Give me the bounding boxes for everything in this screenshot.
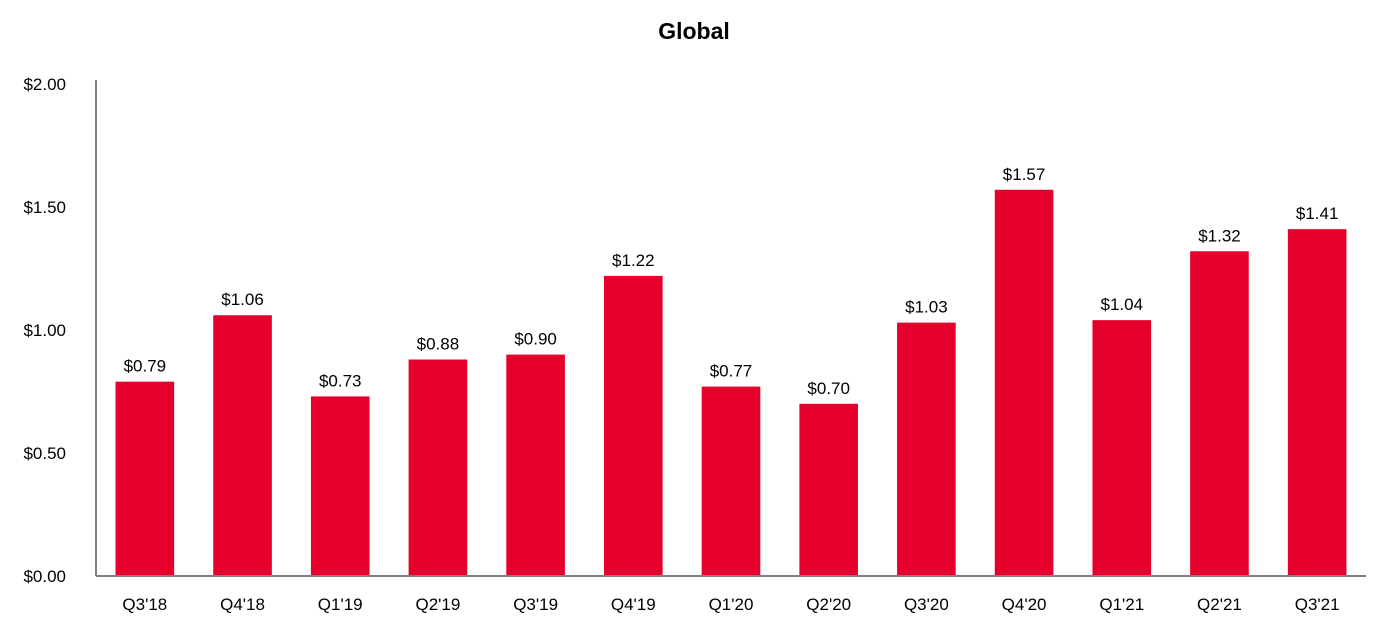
data-label: $1.04 xyxy=(1100,295,1143,314)
y-tick-label: $2.00 xyxy=(23,75,66,94)
chart-title: Global xyxy=(658,18,730,44)
data-label: $0.79 xyxy=(124,357,167,376)
bar xyxy=(994,189,1054,576)
data-label: $1.41 xyxy=(1296,204,1339,223)
data-label: $1.03 xyxy=(905,298,948,317)
bar xyxy=(408,359,468,576)
x-tick-label: Q2'21 xyxy=(1197,595,1242,614)
bar xyxy=(115,381,175,576)
bar xyxy=(1092,320,1152,576)
y-tick-label: $1.00 xyxy=(23,321,66,340)
x-tick-label: Q1'20 xyxy=(709,595,754,614)
data-label: $0.70 xyxy=(807,379,850,398)
y-tick-label: $0.00 xyxy=(23,567,66,586)
bar xyxy=(604,275,663,576)
x-tick-label: Q4'19 xyxy=(611,595,656,614)
data-label: $0.88 xyxy=(417,335,460,354)
data-label: $1.06 xyxy=(221,290,264,309)
x-tick-label: Q2'20 xyxy=(806,595,851,614)
x-tick-label: Q1'19 xyxy=(318,595,363,614)
bar xyxy=(799,403,858,576)
bar xyxy=(506,354,565,576)
data-label: $0.90 xyxy=(514,330,557,349)
data-label: $0.77 xyxy=(710,362,753,381)
x-tick-label: Q3'19 xyxy=(513,595,558,614)
x-tick-label: Q1'21 xyxy=(1099,595,1144,614)
x-tick-label: Q4'18 xyxy=(220,595,265,614)
bar xyxy=(701,386,761,576)
data-label: $1.22 xyxy=(612,251,655,270)
x-tick-label: Q3'18 xyxy=(122,595,167,614)
x-tick-label: Q4'20 xyxy=(1002,595,1047,614)
data-labels: $0.79 $1.06 $0.73 $0.88 $0.90 $1.22 $0.77 $0.70… xyxy=(124,165,1339,398)
y-tick-label: $0.50 xyxy=(23,444,66,463)
data-label: $1.57 xyxy=(1003,165,1046,184)
x-axis-ticks: Q3'18 Q4'18 Q1'19 Q2'19 Q3'19 Q4'19 Q1'20 Q2'20… xyxy=(122,595,1339,614)
x-tick-label: Q3'21 xyxy=(1295,595,1340,614)
y-axis-ticks: $0.00 $0.50 $1.00 $1.50 $2.00 xyxy=(23,75,66,586)
data-label: $1.32 xyxy=(1198,226,1241,245)
bar xyxy=(1287,229,1347,576)
bar xyxy=(1190,251,1249,576)
x-tick-label: Q3'20 xyxy=(904,595,949,614)
x-tick-label: Q2'19 xyxy=(416,595,461,614)
bar xyxy=(310,396,370,576)
bars xyxy=(115,189,1347,576)
bar xyxy=(213,315,272,576)
data-label: $0.73 xyxy=(319,371,362,390)
y-tick-label: $1.50 xyxy=(23,198,66,217)
bar xyxy=(897,322,956,576)
